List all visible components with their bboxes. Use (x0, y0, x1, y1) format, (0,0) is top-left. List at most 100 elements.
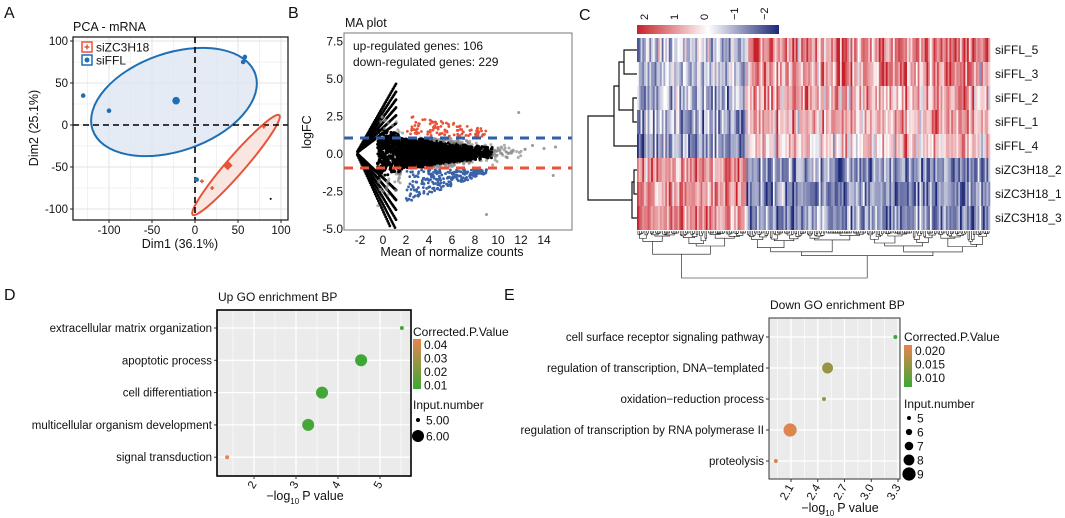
heatmap-cell (689, 182, 693, 206)
heatmap-cell (679, 134, 682, 158)
heatmap-cell (912, 134, 915, 158)
heatmap-cell (912, 86, 915, 110)
heatmap-cell (968, 158, 971, 182)
ma-point (394, 218, 398, 222)
heatmap-cell (714, 110, 717, 134)
heatmap-cell (982, 86, 986, 110)
heatmap-cell (970, 110, 973, 134)
heatmap-cell (688, 182, 691, 206)
down-regulated-point (429, 178, 432, 182)
heatmap-cell (813, 182, 816, 206)
heatmap-cell (764, 62, 767, 86)
heatmap-cell (749, 158, 753, 182)
ma-point (426, 143, 430, 147)
heatmap-cell (831, 38, 834, 62)
down-regulated-point (473, 175, 477, 178)
heatmap-cell (838, 62, 841, 86)
ma-point (387, 143, 391, 147)
heatmap-cell (741, 38, 744, 62)
ma-point (446, 145, 450, 149)
heatmap-cell (864, 38, 867, 62)
down-regulated-point (448, 168, 452, 172)
heatmap-cell (783, 38, 786, 62)
heatmap-cell (684, 206, 687, 230)
heatmap-cell (977, 182, 980, 206)
heatmap-cell (772, 86, 775, 110)
heatmap-cell (730, 110, 733, 134)
heatmap-cell (804, 86, 807, 110)
heatmap-cell (848, 86, 851, 110)
heatmap-cell (695, 86, 698, 110)
heatmap-cell (938, 62, 941, 86)
down-regulated-point (433, 189, 437, 193)
heatmap-cell (769, 62, 772, 86)
ma-point (385, 162, 389, 166)
heatmap-cell (921, 38, 924, 62)
heatmap-cell (843, 182, 846, 206)
heatmap-cell (905, 86, 908, 110)
heatmap-cell (956, 86, 959, 110)
heatmap-cell (977, 158, 980, 182)
heatmap-cell (852, 38, 855, 62)
heatmap-cell (767, 38, 770, 62)
down-regulated-point (431, 186, 434, 190)
heatmap-cell (855, 62, 858, 86)
heatmap-cell (700, 134, 703, 158)
heatmap-cell (758, 134, 761, 158)
heatmap-cell (984, 182, 987, 206)
ma-point (385, 217, 389, 221)
heatmap-cell (728, 110, 731, 134)
heatmap-cell (781, 134, 784, 158)
heatmap-cell (825, 134, 828, 158)
heatmap-cell (792, 158, 795, 182)
heatmap-cell (712, 86, 715, 110)
heatmap-cell (732, 134, 735, 158)
x-tick-label: 14 (537, 233, 551, 247)
heatmap-cell (847, 134, 850, 158)
ma-point (489, 152, 493, 156)
ma-point (444, 157, 448, 161)
heatmap-cell (967, 38, 970, 62)
heatmap-cell (850, 86, 853, 110)
ma-point (417, 146, 421, 150)
heatmap-cell (907, 86, 910, 110)
heatmap-cell (979, 182, 982, 206)
heatmap-cell (668, 62, 671, 86)
heatmap-cell (637, 182, 640, 206)
ma-point (380, 168, 384, 172)
down-regulated-point (463, 178, 467, 181)
heatmap-cell (942, 38, 945, 62)
heatmap-cell (804, 158, 807, 182)
heatmap-cell (954, 134, 957, 158)
heatmap-cell (869, 62, 873, 86)
heatmap-cell (734, 62, 737, 86)
heatmap-cell (829, 110, 832, 134)
heatmap-cell (854, 134, 857, 158)
heatmap-cell (875, 158, 878, 182)
ma-point (478, 157, 482, 161)
heatmap-cell (705, 182, 708, 206)
heatmap-cell (645, 182, 648, 206)
heatmap-cell (679, 86, 682, 110)
heatmap-cell (859, 158, 862, 182)
heatmap-cell (688, 158, 691, 182)
heatmap-cell (922, 158, 925, 182)
heatmap-cell (952, 86, 955, 110)
heatmap-cell (869, 110, 873, 134)
ma-point (406, 145, 410, 149)
heatmap-cell (972, 110, 975, 134)
heatmap-cell (884, 62, 887, 86)
heatmap-cell (644, 86, 647, 110)
heatmap-cell (917, 38, 920, 62)
heatmap-cell (817, 182, 820, 206)
heatmap-cell (984, 134, 987, 158)
heatmap-cell (935, 38, 938, 62)
heatmap-cell (919, 158, 922, 182)
heatmap-cell (841, 62, 844, 86)
heatmap-cell (728, 158, 731, 182)
heatmap-cell (723, 158, 726, 182)
heatmap-cell (836, 62, 839, 86)
heatmap-cell (880, 134, 883, 158)
ma-point (554, 145, 557, 149)
heatmap-cell (654, 62, 657, 86)
